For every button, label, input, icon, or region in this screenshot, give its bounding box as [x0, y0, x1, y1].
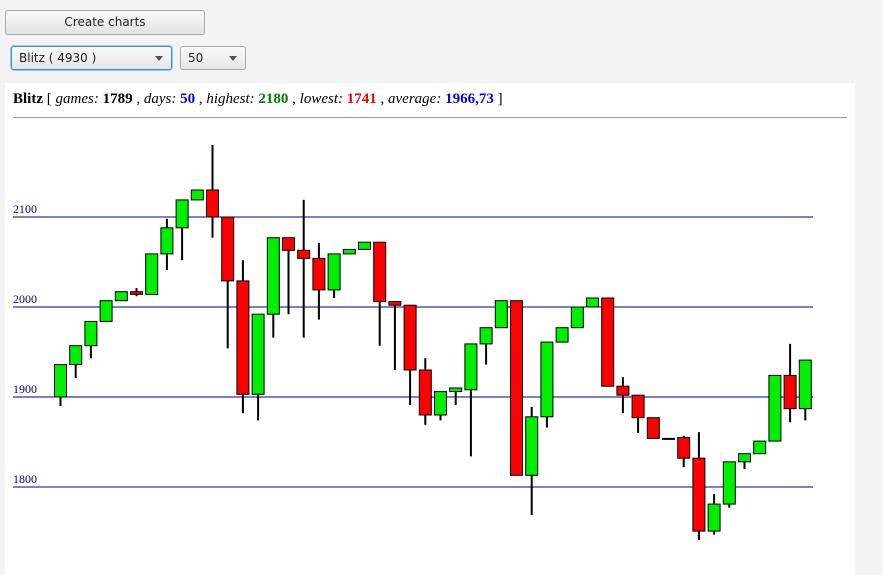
candle-body	[327, 253, 341, 291]
stat-label: average	[388, 91, 445, 107]
candle-body	[282, 237, 295, 251]
candle-body	[510, 300, 523, 476]
candle-body	[525, 416, 539, 476]
header-rule	[13, 117, 847, 118]
stat-label: lowest	[300, 91, 347, 107]
candle-body	[175, 199, 189, 229]
stat-value: 2180	[258, 91, 289, 107]
candle-body	[722, 461, 736, 505]
stat-value: 1966,73	[445, 91, 494, 107]
candle-body	[768, 374, 782, 442]
candle-body	[358, 241, 371, 250]
candle-body	[114, 291, 128, 302]
candle-body	[555, 327, 569, 343]
candle-body	[297, 249, 311, 259]
candle-body	[84, 320, 98, 347]
candle-body	[601, 297, 615, 387]
candle-body	[707, 503, 721, 532]
candle-body	[54, 364, 67, 398]
stat: games1789	[56, 91, 133, 107]
stat-label: games	[56, 91, 103, 107]
candle-body	[418, 369, 432, 416]
candle-body	[99, 300, 113, 322]
candle-body	[570, 306, 584, 329]
candle-body	[160, 227, 174, 255]
days-select[interactable]: 50	[180, 46, 246, 70]
candle-body	[190, 189, 204, 201]
candle-body	[236, 280, 250, 395]
candle-body	[403, 304, 417, 371]
y-tick-label: 1800	[13, 472, 37, 486]
candle-body	[221, 216, 235, 282]
candle-body	[69, 345, 83, 366]
candle-body	[251, 313, 265, 395]
y-tick-label: 2100	[13, 202, 37, 216]
candle-body	[342, 248, 356, 255]
candle-body	[662, 437, 675, 440]
stat-value: 1741	[346, 91, 377, 107]
candle-body	[312, 257, 326, 291]
candle-body	[753, 440, 767, 455]
candle-body	[616, 385, 630, 396]
candle-body	[586, 297, 599, 308]
stat-label: days	[144, 91, 180, 107]
candle-body	[646, 417, 660, 439]
candle-body	[479, 327, 493, 345]
candle-body	[783, 374, 797, 410]
y-tick-label: 2000	[13, 292, 37, 306]
candle-body	[266, 237, 280, 315]
mode-select[interactable]: Blitz ( 4930 )	[11, 46, 172, 70]
candle-body	[631, 394, 645, 419]
candle-body	[145, 253, 159, 295]
stat-value: 1789	[102, 91, 133, 107]
candle-body	[798, 359, 812, 410]
candle-body	[677, 437, 691, 459]
create-charts-button[interactable]: Create charts	[5, 10, 205, 35]
candle-body	[738, 453, 751, 463]
candle-body	[540, 341, 554, 418]
stat: highest2180	[195, 91, 288, 107]
candle-body	[494, 300, 508, 329]
candle-body	[434, 391, 447, 416]
candle-body	[388, 301, 402, 306]
candle-body	[464, 343, 478, 391]
chart-title: Blitz	[13, 91, 43, 107]
stat: days50	[133, 91, 196, 107]
stat-value: 50	[180, 91, 196, 107]
candle-body	[692, 457, 706, 532]
candle-body	[130, 291, 143, 295]
chart-panel: Blitzgames1789days50highest2180lowest174…	[5, 83, 855, 575]
stat: lowest1741	[288, 91, 376, 107]
candle-body	[206, 189, 219, 218]
candle-body	[373, 241, 387, 303]
stat: average1966,73	[377, 91, 494, 107]
chart-header: Blitzgames1789days50highest2180lowest174…	[13, 91, 503, 108]
y-tick-label: 1900	[13, 382, 37, 396]
stat-label: highest	[206, 91, 258, 107]
candle-body	[449, 387, 463, 393]
